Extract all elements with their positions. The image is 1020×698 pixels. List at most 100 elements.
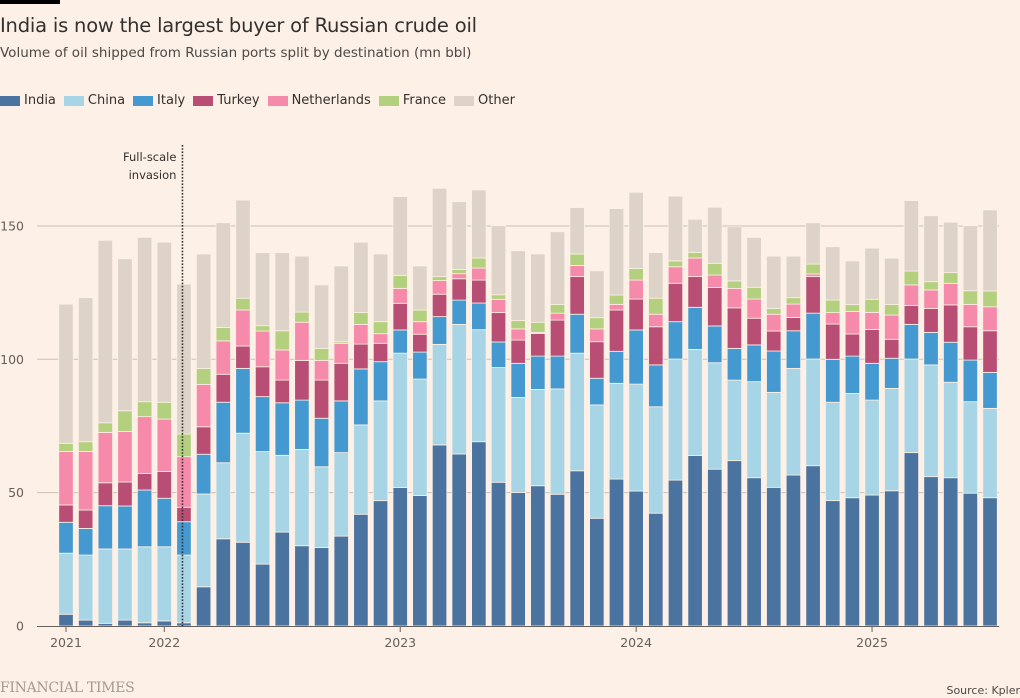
bar-stack (490, 225, 507, 627)
bar-segment-france (884, 303, 900, 316)
bar-stack (235, 199, 251, 627)
bar-segment-china (530, 389, 546, 487)
bar-segment-turkey (569, 276, 585, 315)
bar-stack (333, 265, 349, 627)
bar-segment-france (471, 257, 487, 269)
legend-label: Other (478, 93, 515, 108)
bar-segment-other (766, 255, 782, 309)
bar-segment-china (766, 391, 782, 488)
bar-segment-india (215, 538, 231, 627)
bar-segment-italy (923, 331, 939, 366)
bar-segment-turkey (78, 509, 94, 529)
bar-segment-italy (589, 377, 605, 406)
bar-stack (549, 231, 566, 627)
bar-segment-turkey (962, 326, 979, 361)
bar-segment-other (58, 303, 74, 444)
bar-segment-netherlands (451, 273, 467, 280)
bar-segment-turkey (608, 309, 625, 352)
bar-stack (274, 252, 290, 627)
bar-segment-china (864, 399, 880, 496)
bar-segment-turkey (176, 506, 192, 523)
bar-segment-china (471, 329, 487, 443)
bar-segment-india (726, 460, 743, 627)
bar-segment-france (313, 347, 330, 361)
legend-item-france: France (378, 93, 446, 108)
bar-stack (864, 247, 880, 627)
bar-segment-netherlands (431, 280, 448, 295)
bar-segment-india (608, 478, 625, 627)
bar-segment-italy (687, 306, 703, 350)
bar-stack (294, 255, 310, 627)
bar-segment-turkey (530, 333, 546, 357)
bar-stack (766, 255, 782, 627)
bar-segment-turkey (451, 278, 467, 301)
bar-segment-italy (412, 351, 428, 380)
bar-segment-netherlands (687, 257, 703, 278)
bar-segment-other (176, 283, 192, 435)
bar-segment-italy (884, 357, 900, 389)
bar-stack (431, 187, 448, 627)
bar-segment-netherlands (884, 314, 900, 340)
bar-stack (785, 255, 802, 627)
bar-stack (746, 237, 762, 627)
bar-stack (78, 297, 94, 627)
bar-segment-france (235, 297, 251, 311)
bar-segment-turkey (471, 279, 487, 304)
bar-segment-france (195, 367, 212, 385)
bar-stack (628, 191, 644, 627)
bar-segment-netherlands (569, 265, 585, 278)
bar-segment-italy (176, 521, 192, 556)
bar-segment-netherlands (628, 279, 644, 300)
bar-segment-china (156, 546, 172, 622)
bar-segment-india (785, 474, 802, 627)
legend-swatch (193, 95, 214, 106)
bar-segment-china (903, 358, 920, 454)
bar-segment-turkey (313, 379, 330, 419)
bar-segment-turkey (254, 366, 271, 398)
bar-segment-other (825, 246, 841, 301)
bar-segment-india (97, 622, 113, 627)
bar-segment-china (962, 401, 979, 494)
bar-segment-china (707, 362, 723, 470)
bar-segment-china (136, 546, 153, 624)
bar-segment-india (746, 477, 762, 627)
legend-item-china: China (63, 93, 125, 108)
bar-segment-italy (726, 347, 743, 381)
bar-segment-india (510, 491, 526, 627)
bar-segment-turkey (923, 307, 939, 333)
bar-segment-netherlands (274, 349, 290, 381)
bar-segment-italy (471, 302, 487, 331)
bar-segment-china (608, 382, 625, 480)
bar-segment-china (628, 383, 644, 492)
bar-segment-turkey (589, 341, 605, 379)
legend-label: Turkey (217, 93, 260, 108)
bar-segment-netherlands (78, 451, 94, 511)
bar-segment-france (294, 311, 310, 323)
x-tick-label: 2022 (148, 635, 180, 650)
bar-segment-turkey (982, 330, 998, 373)
bar-segment-france (785, 297, 802, 305)
bar-segment-other (235, 199, 251, 299)
bar-segment-other (490, 225, 507, 296)
bar-segment-france (451, 269, 467, 275)
bar-segment-china (313, 466, 330, 548)
bar-segment-france (726, 280, 743, 289)
bar-segment-other (97, 239, 113, 424)
bar-segment-china (687, 349, 703, 456)
bar-segment-netherlands (589, 328, 605, 343)
bar-segment-netherlands (864, 311, 880, 330)
bar-stack (805, 222, 821, 627)
bar-segment-france (97, 422, 113, 433)
bar-segment-india (923, 476, 939, 627)
bar-segment-turkey (274, 379, 290, 404)
bar-segment-italy (667, 321, 684, 360)
bar-segment-turkey (431, 293, 448, 318)
bar-segment-netherlands (471, 267, 487, 281)
bar-segment-italy (431, 316, 448, 345)
bar-segment-netherlands (549, 312, 566, 321)
bar-segment-china (431, 343, 448, 446)
bar-segment-other (962, 225, 979, 292)
bar-segment-turkey (844, 333, 861, 357)
bar-segment-china (176, 554, 192, 624)
bar-stack (412, 265, 428, 627)
